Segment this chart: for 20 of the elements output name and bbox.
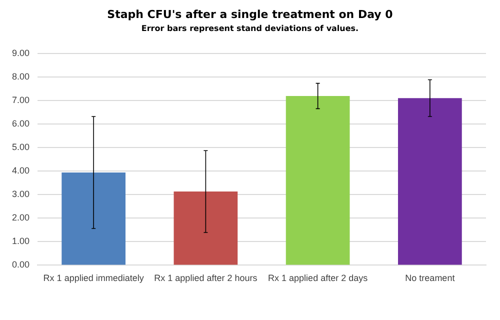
bar [398, 98, 462, 265]
y-tick-label: 2.00 [12, 212, 30, 223]
y-tick-label: 4.00 [12, 166, 30, 176]
bar [174, 192, 238, 265]
y-tick-label: 1.00 [12, 236, 30, 246]
y-tick-label: 3.00 [12, 189, 30, 200]
x-tick-label: No treament [405, 273, 456, 284]
x-tick-label: Rx 1 applied immediately [43, 273, 144, 284]
y-tick-label: 9.00 [12, 48, 30, 58]
y-tick-label: 0.00 [12, 260, 30, 270]
bar [62, 172, 126, 265]
y-tick-label: 7.00 [12, 94, 30, 105]
y-tick-label: 6.00 [12, 118, 30, 128]
y-tick-label: 8.00 [12, 71, 30, 82]
bar [286, 96, 350, 265]
chart-title: Staph CFU's after a single treatment on Day 0 [106, 8, 394, 21]
x-tick-label: Rx 1 applied after 2 days [268, 273, 368, 284]
x-tick-label: Rx 1 applied after 2 hours [154, 273, 258, 284]
y-tick-label: 5.00 [12, 142, 30, 152]
chart-subtitle: Error bars represent stand deviations of values. [140, 24, 360, 33]
